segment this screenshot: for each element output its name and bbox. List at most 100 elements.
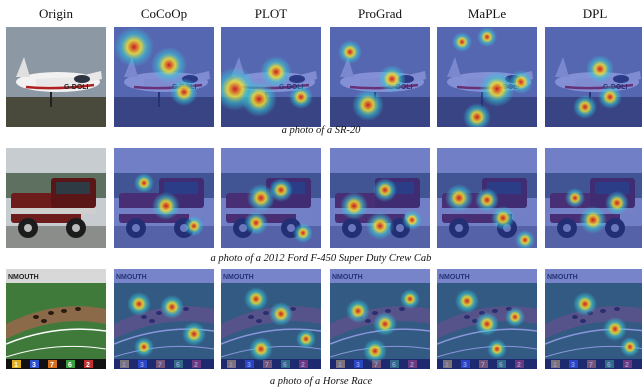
attention-map-maple (437, 148, 537, 248)
scoreboard-number: 1 (14, 362, 18, 369)
heatmap-hotspot (247, 184, 275, 212)
attention-map-plot (221, 148, 321, 248)
heatmap-hotspot (346, 299, 370, 323)
heatmap-hotspot (509, 70, 533, 94)
origin-image: NMOUTH 1 3 7 6 2 (6, 269, 106, 369)
attention-map-cocoop: G-DOLI (114, 27, 214, 127)
hub (72, 224, 80, 232)
heatmap-hotspot (378, 65, 406, 93)
origin-image (6, 148, 106, 248)
horse (48, 311, 54, 315)
heatmap-hotspot (363, 339, 387, 363)
scoreboard-number: 3 (32, 362, 36, 369)
heatmap-hotspot (184, 216, 204, 236)
heatmap-hotspot (293, 223, 313, 243)
heatmap-hotspot (182, 322, 206, 346)
origin-image: G-DOLI (6, 27, 106, 127)
heatmap-hotspot (475, 188, 499, 212)
track-sign: NMOUTH (8, 274, 39, 281)
heatmap-hotspot (338, 40, 362, 64)
heatmap-hotspot (127, 292, 151, 316)
tail (16, 57, 30, 77)
heatmap-hotspot (400, 289, 420, 309)
ground (6, 97, 106, 127)
attention-map-dpl (545, 148, 642, 248)
heatmap-hotspot (160, 295, 184, 319)
row-caption: a photo of a 2012 Ford F-450 Super Duty … (210, 253, 432, 264)
column-header-dpl: DPL (582, 6, 608, 21)
heatmap-hotspot (445, 184, 473, 212)
heatmap-hotspot (455, 289, 479, 313)
heatmap-hotspot (134, 173, 154, 193)
heatmap-hotspot (249, 337, 273, 361)
heatmap-hotspot (573, 95, 597, 119)
truck-window (56, 182, 90, 194)
row-caption: a photo of a Horse Race (269, 376, 373, 387)
heatmap-hotspot (605, 191, 629, 215)
heatmap-hotspot (452, 32, 472, 52)
rail (6, 345, 106, 358)
plane-registration: G-DOLI (64, 84, 89, 91)
heatmap-hotspot (603, 317, 627, 341)
heatmap-hotspot (152, 192, 180, 220)
horse (61, 309, 67, 313)
heatmap-hotspot (241, 81, 277, 117)
column-header-origin: Origin (39, 6, 73, 21)
column-header-maple: MaPLe (467, 6, 507, 21)
heatmap-hotspot (260, 56, 292, 88)
heatmap-hotspot (586, 55, 614, 83)
heatmap-hotspot (515, 230, 535, 248)
scoreboard-number: 2 (86, 362, 90, 369)
attention-map-dpl: G-DOLI (545, 27, 642, 127)
heatmap-hotspot (170, 78, 198, 106)
heatmap-base (114, 269, 214, 369)
scoreboard-slot (12, 360, 21, 368)
heatmap-hotspot (477, 27, 497, 47)
row-caption: a photo of a SR-20 (281, 125, 361, 136)
column-header-cocoop: CoCoOp (140, 6, 188, 21)
heatmap-hotspot (620, 337, 640, 357)
dirt-track (6, 306, 106, 339)
scoreboard-number: 6 (68, 362, 72, 369)
heatmap-hotspot (269, 178, 293, 202)
attention-map-maple: G-DOLI (437, 27, 537, 127)
chrome-trim (11, 208, 96, 214)
scoreboard-slot (48, 360, 57, 368)
heatmap-hotspot (402, 210, 422, 230)
heatmap-hotspot (579, 206, 607, 234)
wing (36, 71, 102, 87)
heatmap-hotspot (134, 337, 154, 357)
scoreboard-slot (30, 360, 39, 368)
column-header-plot: PLOT (254, 6, 288, 21)
heatmap-hotspot (244, 287, 268, 311)
heatmap-hotspot (244, 211, 268, 235)
heatmap-hotspot (505, 307, 525, 327)
heatmap-hotspot (487, 339, 507, 359)
heatmap-hotspot (269, 302, 293, 326)
heatmap-hotspot (573, 292, 597, 316)
heatmap-hotspot (565, 188, 585, 208)
attention-map-cocoop (114, 148, 214, 248)
attention-map-prograd: G-DOLI (330, 27, 430, 127)
heatmap-hotspot (475, 312, 499, 336)
heatmap-hotspot (340, 192, 368, 220)
scoreboard-number: 7 (50, 362, 54, 369)
heatmap-hotspot (463, 103, 491, 127)
scoreboard-slot (66, 360, 75, 368)
horse (41, 319, 47, 323)
heatmap-hotspot (352, 89, 384, 121)
hub (24, 224, 32, 232)
attention-map-plot: G-DOLI (221, 27, 321, 127)
heatmap-hotspot (289, 85, 313, 109)
heatmap-hotspot (479, 71, 515, 107)
heatmap-hotspot (373, 312, 397, 336)
red-stripe (25, 83, 95, 90)
rail (6, 328, 106, 345)
scoreboard-slot (84, 360, 93, 368)
column-header-prograd: ProGrad (357, 6, 403, 21)
heatmap-hotspot (296, 329, 316, 349)
